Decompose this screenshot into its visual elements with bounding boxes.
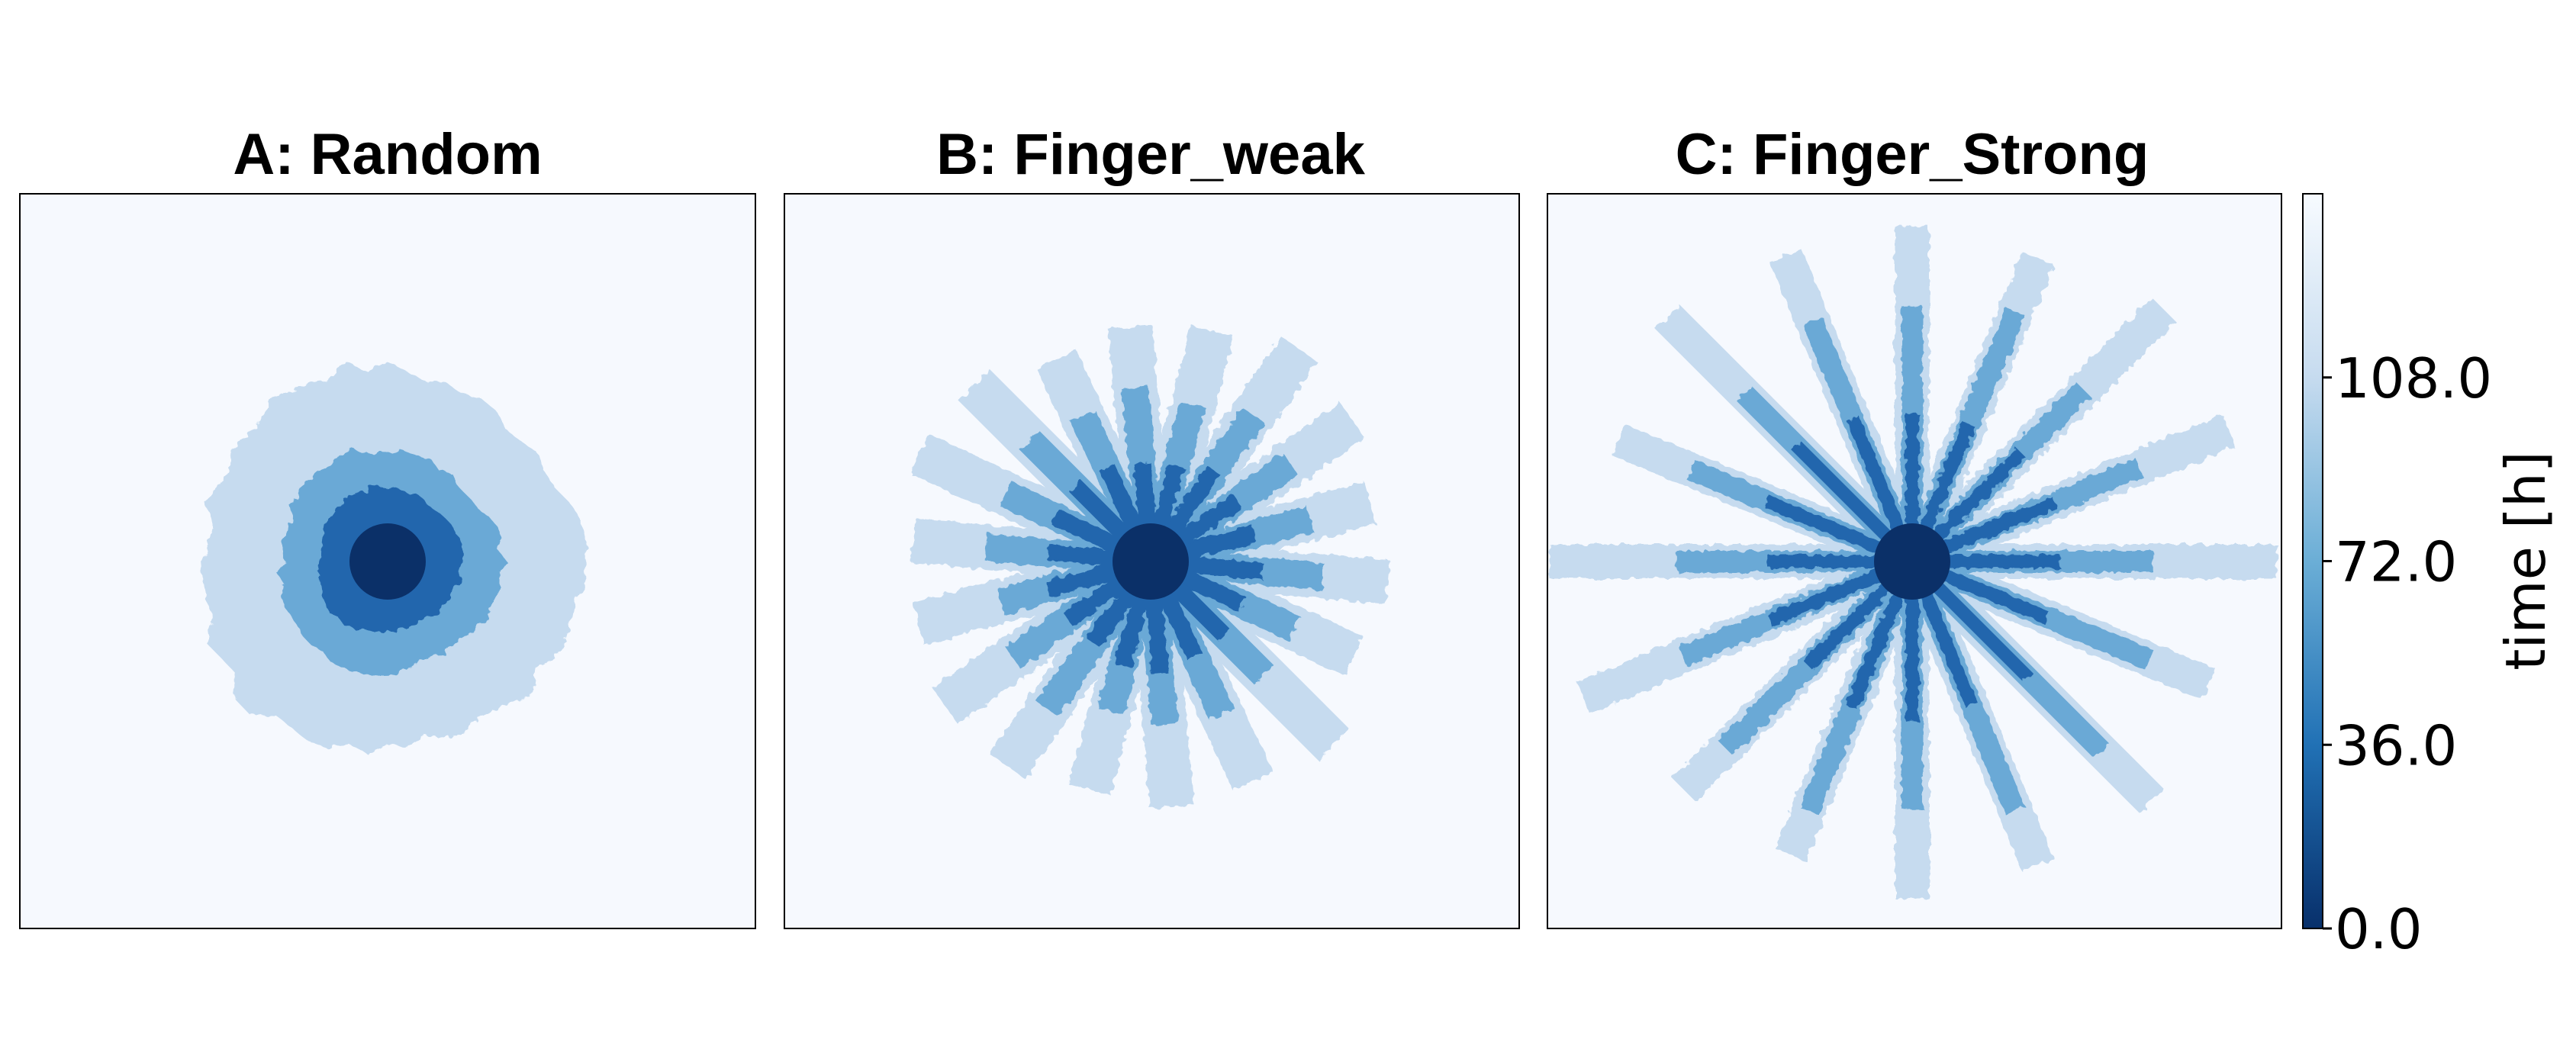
colorbar-tick-label: 0.0: [2335, 897, 2423, 961]
region-core: [1874, 523, 1950, 600]
colorbar-tick-label: 108.0: [2335, 346, 2492, 410]
panel-shape-group: [910, 324, 1390, 809]
panel-c-shapes: [1549, 227, 2278, 899]
panel-c: C: Finger_Strong: [1547, 122, 2282, 929]
colorbar-label: time [h]: [2494, 451, 2558, 670]
colorbar: 0.0 36.0 72.0 108.0 time [h]: [2302, 193, 2558, 961]
colorbar-ticks: 0.0 36.0 72.0 108.0: [2323, 346, 2492, 961]
panel-b-shapes: [910, 324, 1390, 809]
finger-inner: [1905, 562, 1919, 722]
panel-a-title: A: Random: [233, 122, 542, 187]
panel-b-title: B: Finger_weak: [936, 122, 1365, 187]
region-core: [1113, 523, 1189, 600]
region-core: [349, 523, 426, 600]
panel-a: A: Random: [19, 122, 756, 929]
panel-a-frame: [19, 193, 756, 929]
panel-c-frame: [1547, 193, 2282, 929]
panel-b: B: Finger_weak: [784, 122, 1520, 929]
colorbar-gradient: [2302, 193, 2323, 929]
panel-b-frame: [784, 193, 1520, 929]
panel-a-shapes: [201, 361, 586, 754]
panel-c-title: C: Finger_Strong: [1676, 122, 2149, 187]
colorbar-tick-label: 36.0: [2335, 713, 2457, 777]
colorbar-tick-label: 72.0: [2335, 530, 2457, 594]
